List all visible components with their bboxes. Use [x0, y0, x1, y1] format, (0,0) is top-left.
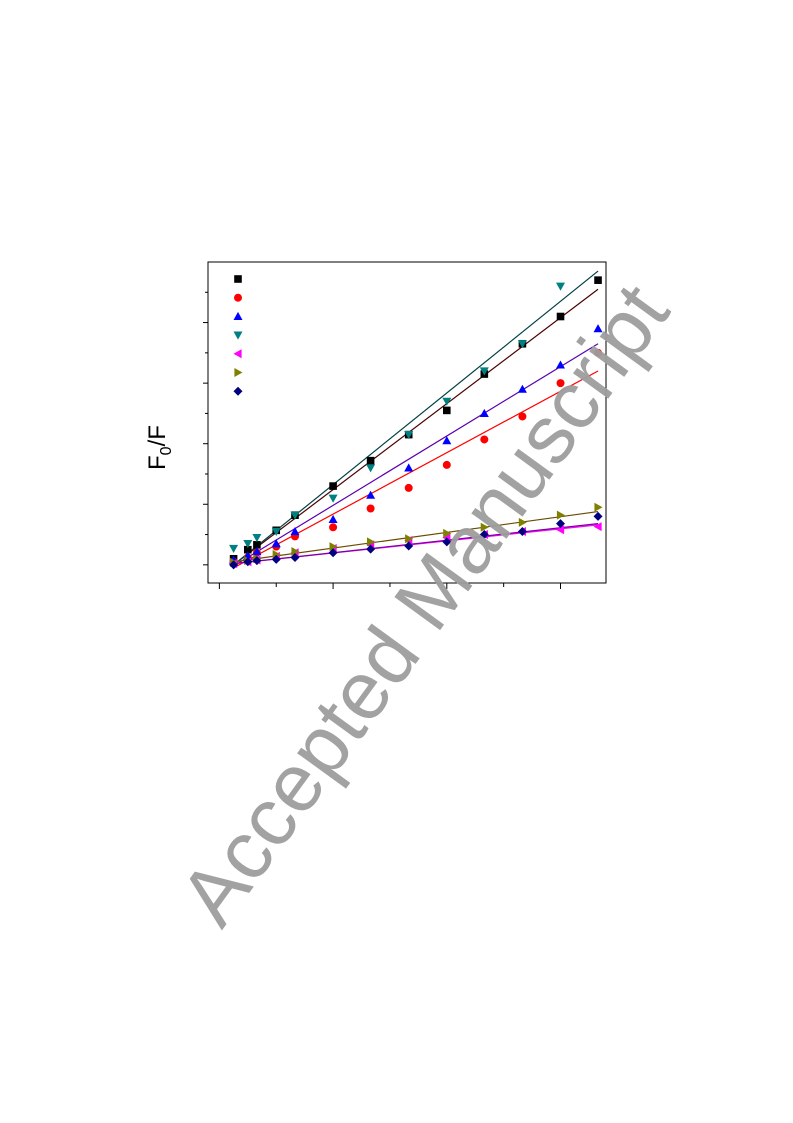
fit-line-2: [233, 370, 599, 569]
data-point-s2: [329, 523, 338, 532]
data-point-s1: [253, 541, 261, 549]
fit-line-1: [233, 288, 599, 566]
data-point-s3: [442, 436, 452, 445]
data-point-s3: [290, 527, 300, 536]
fit-line-3: [233, 343, 599, 567]
data-point-s2: [518, 412, 527, 421]
data-point-s2: [442, 460, 451, 469]
data-point-s4: [404, 431, 414, 440]
data-point-s4: [366, 464, 376, 473]
data-point-s7: [366, 544, 376, 554]
plot-area: [203, 261, 607, 589]
data-point-s2: [594, 348, 603, 357]
data-point-s6: [556, 510, 566, 520]
data-point-s4: [290, 511, 300, 520]
fit-lines: [233, 270, 599, 569]
data-point-s3: [517, 384, 527, 393]
data-point-s6: [480, 522, 489, 532]
data-point-s7: [243, 557, 253, 567]
legend-marker-2: [234, 293, 242, 302]
data-point-s3: [556, 360, 566, 369]
data-point-s4: [442, 397, 452, 406]
data-point-s7: [290, 553, 300, 563]
legend-marker-5: [233, 349, 242, 359]
data-point-s6: [405, 534, 414, 544]
legend: [233, 275, 243, 396]
data-point-s1: [366, 456, 375, 465]
data-point-s3: [366, 490, 376, 499]
data-point-s6: [291, 547, 300, 557]
data-point-s4: [328, 494, 338, 503]
data-point-s5: [556, 525, 565, 535]
data-point-s6: [329, 542, 338, 552]
legend-marker-6: [234, 368, 243, 377]
fit-line-4: [233, 270, 599, 566]
data-point-s4: [229, 544, 239, 553]
data-point-s6: [367, 537, 376, 547]
data-point-s7: [442, 537, 452, 547]
data-point-s1: [329, 482, 337, 490]
data-point-s7: [593, 511, 603, 521]
data-point-s4: [556, 282, 566, 291]
data-point-s4: [243, 540, 253, 549]
data-point-s7: [479, 530, 489, 540]
data-point-s6: [518, 517, 527, 527]
plot-frame: [207, 261, 607, 584]
legend-marker-1: [234, 275, 242, 283]
data-point-s3: [252, 547, 262, 556]
data-point-s7: [229, 560, 239, 570]
data-point-s7: [328, 548, 338, 558]
data-point-s4: [252, 533, 262, 543]
legend-marker-7: [233, 386, 243, 396]
data-point-s4: [517, 340, 527, 349]
data-point-s1: [556, 312, 565, 321]
data-point-s1: [443, 406, 451, 415]
data-point-s1: [594, 276, 602, 284]
data-point-s4: [271, 527, 281, 537]
legend-marker-3: [233, 311, 243, 320]
data-point-s3: [404, 463, 414, 472]
data-point-s3: [479, 408, 489, 418]
legend-marker-4: [233, 331, 243, 340]
data-point-s3: [593, 324, 603, 333]
data-point-s6: [443, 528, 452, 538]
data-point-s2: [366, 504, 375, 513]
data-point-s7: [517, 527, 527, 537]
data-point-s7: [556, 519, 566, 529]
data-points: [229, 276, 603, 570]
data-point-s1: [244, 545, 252, 554]
data-point-s7: [404, 541, 414, 551]
data-point-s5: [593, 522, 602, 532]
fit-line-7: [233, 523, 599, 565]
data-point-s3: [328, 514, 338, 524]
data-point-s2: [480, 435, 489, 444]
y-axis-label: F0/F: [144, 425, 175, 470]
data-point-s3: [271, 539, 281, 548]
data-point-s2: [404, 483, 413, 492]
data-point-s4: [479, 367, 489, 376]
data-point-s6: [594, 502, 603, 512]
data-point-s7: [252, 556, 262, 566]
fit-line-6: [233, 510, 599, 563]
data-point-s7: [271, 554, 281, 564]
data-point-s2: [556, 379, 565, 388]
